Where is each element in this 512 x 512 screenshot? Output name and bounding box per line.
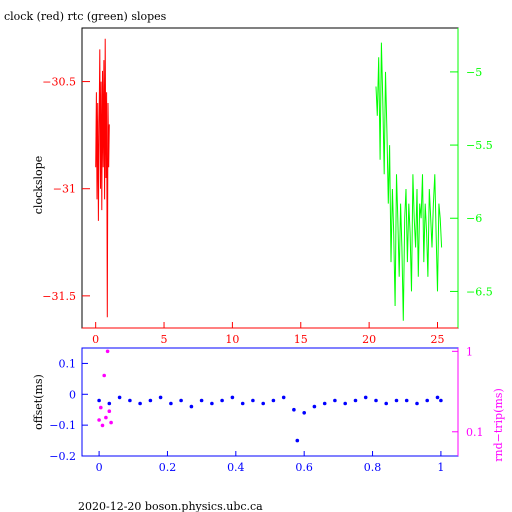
bottom-point-blue (128, 398, 132, 403)
bottom-point-blue (302, 411, 307, 415)
top-y-axis-label: clockslope (32, 156, 45, 214)
bottom-point-magenta (99, 405, 103, 410)
bottom-point-magenta (97, 418, 101, 422)
bottom-x-tick-label: 0 (96, 461, 103, 474)
top-x-tick-label: 5 (161, 333, 168, 346)
bottom-point-magenta (105, 349, 110, 354)
top-y-tick-label: −31 (53, 183, 76, 196)
top-y-tick-label: −30.5 (42, 76, 76, 89)
bottom-y2-tick-label: 1 (466, 345, 473, 358)
bottom-point-blue (415, 401, 419, 406)
bottom-point-blue (117, 395, 122, 400)
top-x-tick-label: 0 (92, 333, 99, 346)
top-chart: 0 5 10 15 20 25 −30.5 −31 −31.5 −5 −5.5 −6 −6.5 cl… (32, 27, 493, 346)
bottom-x-tick-label: 1 (437, 461, 444, 474)
top-series-green-line (375, 42, 443, 321)
bottom-point-blue (97, 398, 101, 403)
top-x-tick-label: 15 (294, 333, 308, 346)
bottom-point-blue (292, 407, 296, 412)
bottom-point-blue (169, 401, 173, 406)
bottom-point-blue (220, 398, 224, 403)
bottom-point-blue (271, 398, 276, 403)
bottom-point-blue (353, 398, 358, 403)
top-x-tick-label: 20 (362, 333, 376, 346)
top-y2-ticks: −5 −5.5 −6 −6.5 (450, 66, 493, 298)
bottom-point-blue (435, 395, 440, 400)
bottom-y-tick-label: 0 (69, 388, 76, 401)
bottom-plot-frame (81, 347, 459, 457)
top-x-tick-label: 25 (430, 333, 444, 346)
bottom-y2-axis-label: rnd−trip(ms) (492, 388, 505, 462)
top-y-tick-label: −31.5 (42, 290, 76, 303)
bottom-x-tick-label: 0.8 (364, 461, 382, 474)
bottom-y-ticks: 0.1 0 −0.1 −0.2 (49, 357, 88, 463)
bottom-x-tick-label: 0.6 (295, 461, 313, 474)
bottom-point-blue (107, 401, 112, 406)
top-y2-tick-label: −5.5 (466, 139, 493, 152)
chart-title: clock (red) rtc (green) slopes (4, 10, 167, 23)
top-x-ticks: 0 5 10 15 20 25 (92, 322, 444, 346)
bottom-y2-tick-label: 0.1 (466, 426, 484, 439)
bottom-point-magenta (107, 409, 112, 414)
bottom-chart: 0 0.2 0.4 0.6 0.8 1 0.10−0.1−0.2 10.1 offset(… (32, 345, 505, 474)
top-y2-tick-label: −5 (466, 66, 482, 79)
bottom-point-blue (404, 398, 409, 403)
bottom-y-tick-label: −0.1 (49, 419, 76, 432)
bottom-point-blue (439, 398, 443, 403)
bottom-point-magenta (109, 420, 113, 425)
top-series-red-line (95, 38, 110, 318)
bottom-point-blue (384, 401, 389, 406)
bottom-point-blue (230, 395, 235, 400)
bottom-point-blue (312, 404, 317, 409)
bottom-x-tick-label: 0.4 (227, 461, 245, 474)
footer-stamp: 2020-12-20 boson.physics.ubc.ca (78, 500, 263, 512)
bottom-point-blue (148, 398, 153, 403)
bottom-x-ticks: 0 0.2 0.4 0.6 0.8 1 (96, 451, 444, 474)
bottom-point-blue (240, 401, 245, 406)
bottom-y-tick-label: −0.2 (49, 450, 76, 463)
bottom-point-blue (394, 398, 399, 403)
bottom-x-tick-label: 0.2 (159, 461, 177, 474)
bottom-point-blue (281, 395, 286, 400)
top-y2-tick-label: −6.5 (466, 285, 493, 298)
top-y-ticks: −30.5 −31 −31.5 (42, 76, 90, 303)
bottom-point-blue (425, 398, 430, 403)
bottom-point-blue (261, 401, 266, 406)
bottom-y2-ticks: 10.1 (452, 345, 484, 439)
bottom-point-blue (199, 398, 204, 403)
bottom-point-blue (363, 395, 368, 400)
bottom-y-axis-label: offset(ms) (32, 374, 45, 430)
bottom-point-magenta (104, 415, 108, 420)
bottom-point-blue (374, 398, 378, 403)
top-plot-frame (81, 27, 459, 329)
top-x-tick-label: 10 (225, 333, 239, 346)
bottom-point-blue (295, 438, 300, 443)
bottom-point-blue (189, 404, 194, 409)
bottom-point-blue (251, 398, 255, 403)
bottom-point-blue (333, 398, 337, 403)
bottom-point-blue (158, 395, 163, 400)
bottom-point-blue (138, 401, 142, 406)
top-y2-tick-label: −6 (466, 212, 482, 225)
top-series (95, 38, 443, 321)
bottom-series (97, 349, 443, 443)
bottom-point-blue (210, 401, 214, 406)
bottom-point-magenta (102, 373, 106, 378)
bottom-y-tick-label: 0.1 (59, 357, 77, 370)
bottom-point-blue (179, 398, 183, 403)
bottom-point-magenta (100, 423, 105, 428)
bottom-point-blue (322, 401, 327, 406)
bottom-point-blue (343, 401, 348, 406)
